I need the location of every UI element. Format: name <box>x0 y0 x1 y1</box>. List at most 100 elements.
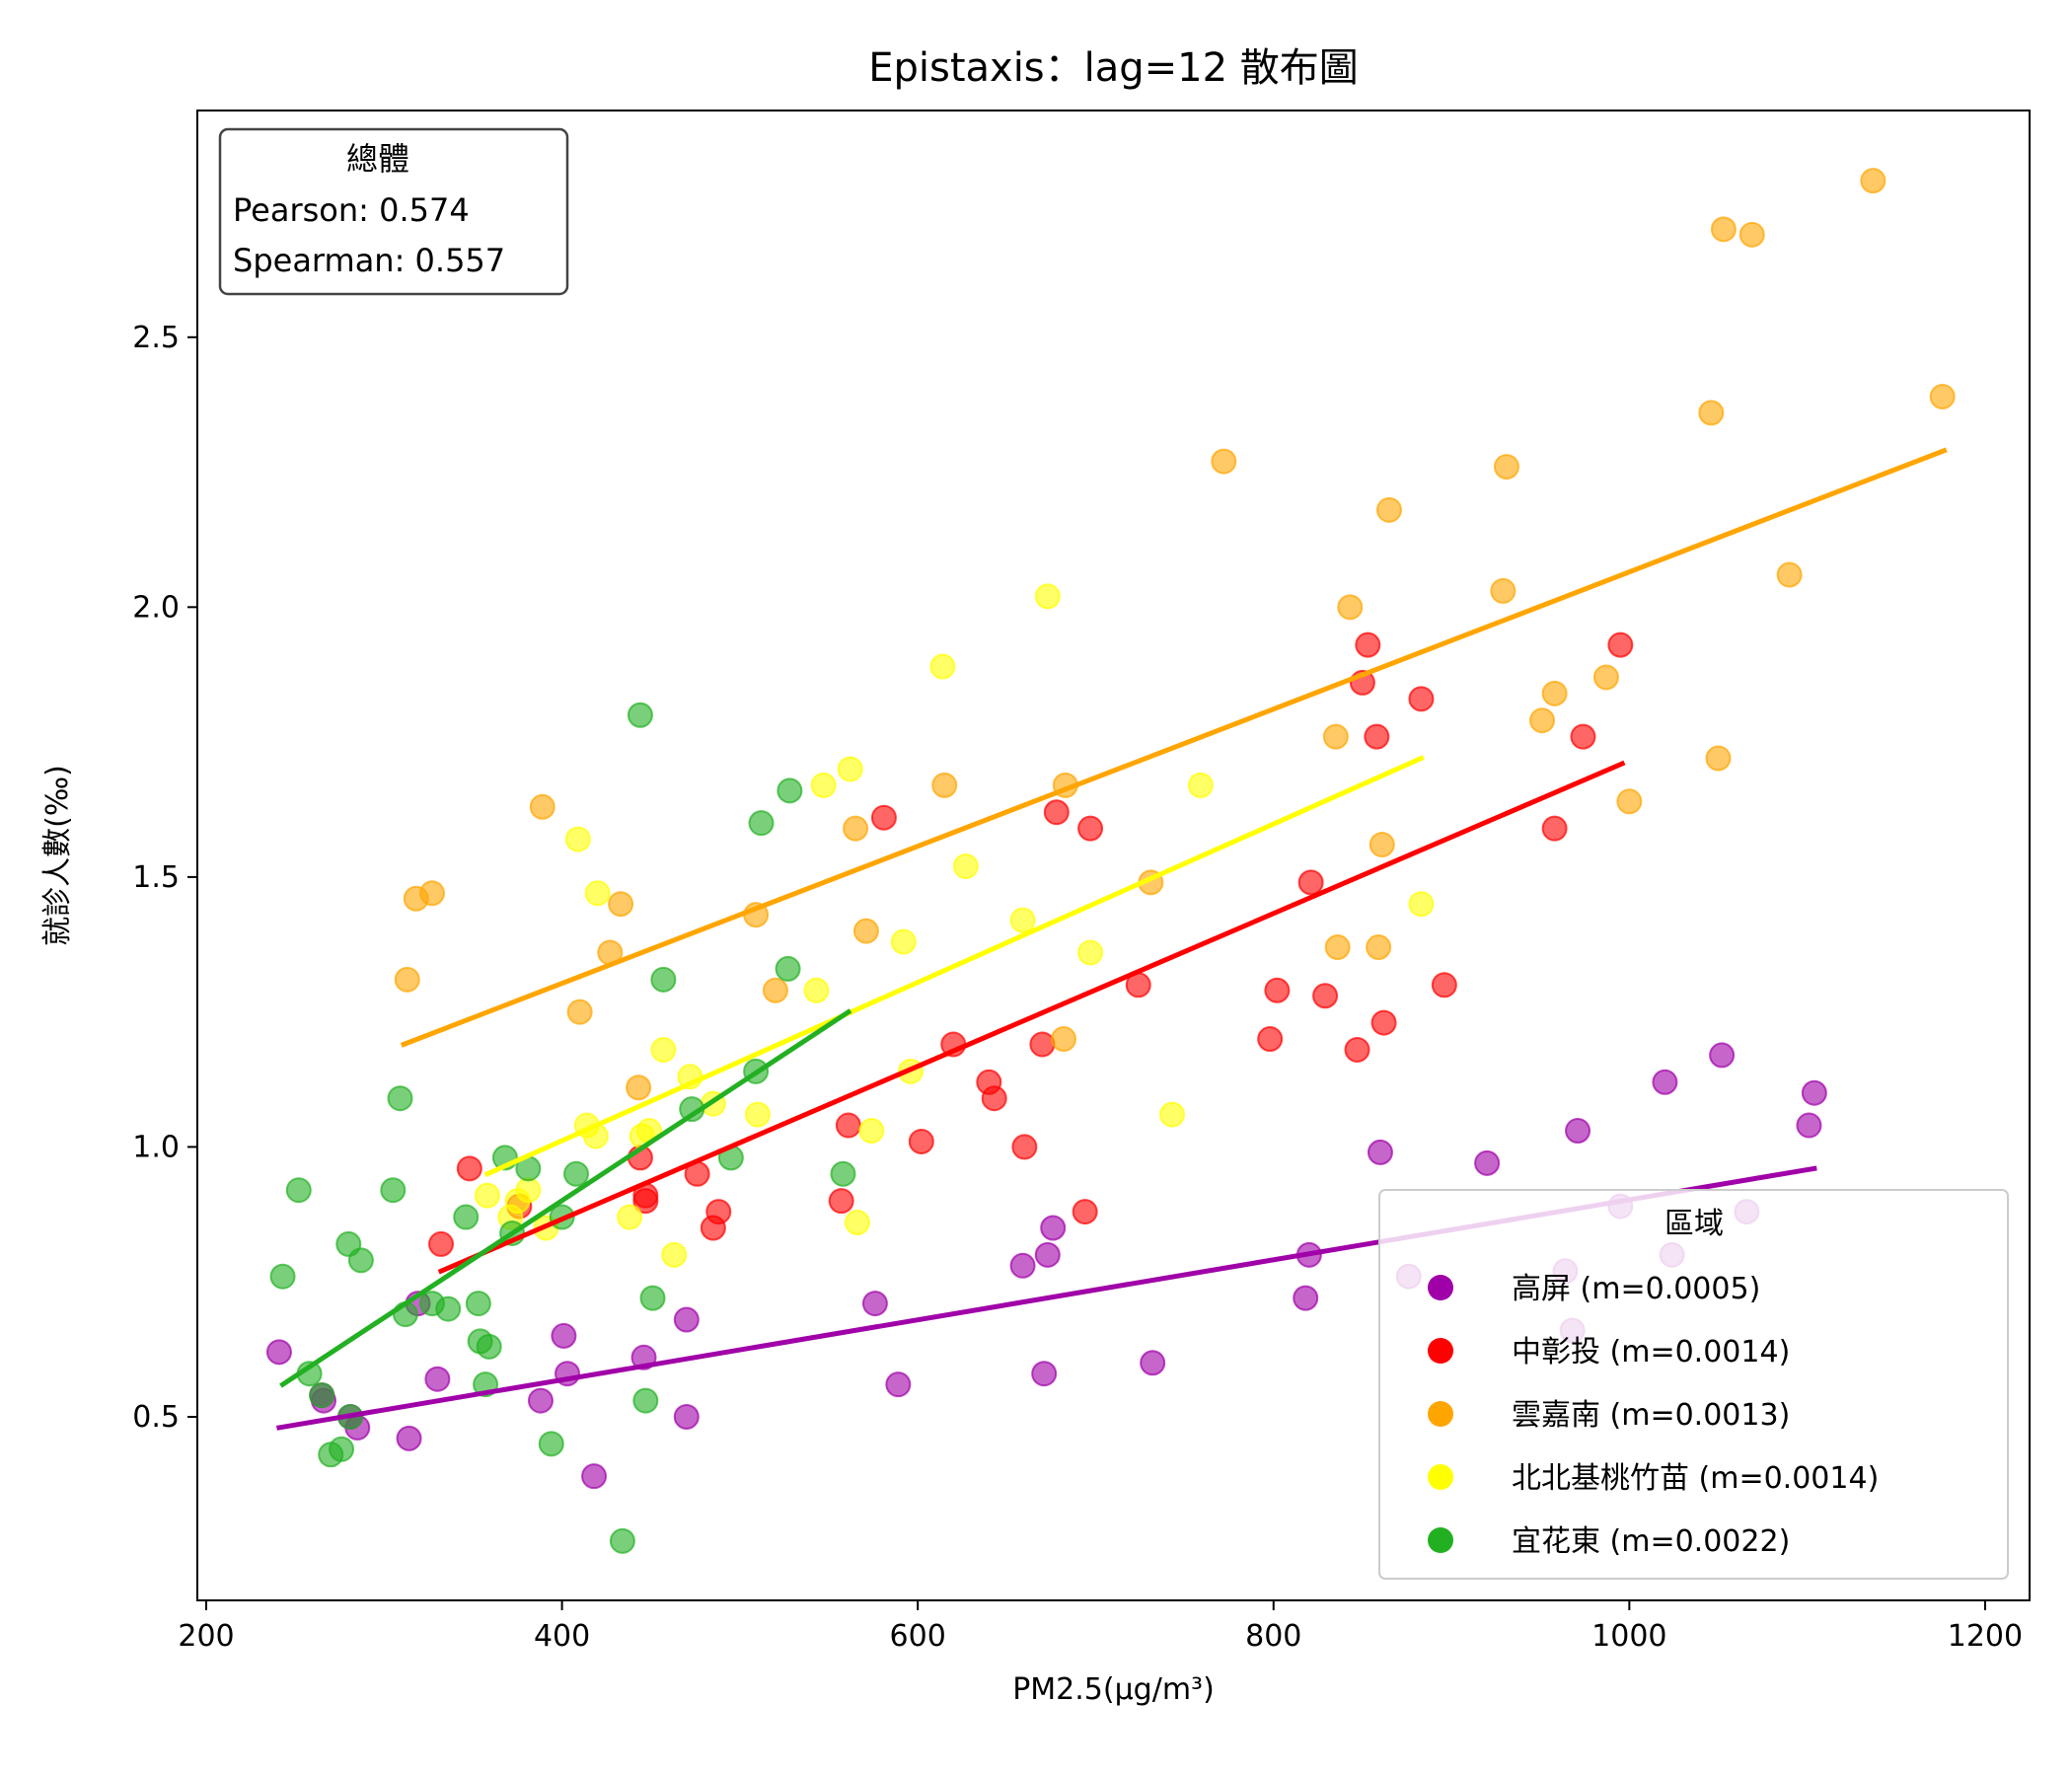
data-point <box>1776 561 1803 588</box>
data-point <box>527 1387 554 1414</box>
data-point <box>1264 977 1291 1003</box>
data-point <box>1710 216 1737 243</box>
data-point <box>705 1199 732 1225</box>
data-point <box>952 852 979 879</box>
data-point <box>1257 1026 1284 1053</box>
data-point <box>1709 1042 1736 1069</box>
data-point <box>1324 934 1351 961</box>
data-point <box>396 1425 422 1451</box>
data-point <box>673 1306 700 1333</box>
data-point <box>1801 1079 1827 1106</box>
data-point <box>748 810 775 837</box>
data-point <box>566 999 593 1025</box>
data-point <box>632 1188 659 1215</box>
y-tick-label: 0.5 <box>132 1400 180 1435</box>
data-point <box>1616 788 1643 815</box>
data-point <box>476 1333 502 1360</box>
data-point <box>617 1204 643 1230</box>
data-point <box>285 1177 312 1204</box>
data-point <box>626 1074 652 1101</box>
data-point <box>387 1085 413 1112</box>
data-point <box>810 772 837 798</box>
data-point <box>1211 448 1237 475</box>
data-point <box>1034 583 1061 610</box>
legend-marker <box>1428 1401 1453 1427</box>
x-tick-label: 800 <box>1245 1619 1301 1654</box>
x-tick-label: 400 <box>534 1619 590 1654</box>
regression-line <box>400 447 1948 1048</box>
data-point <box>418 880 445 907</box>
data-point <box>843 815 869 842</box>
data-point <box>515 1177 542 1204</box>
data-point <box>1370 1009 1397 1036</box>
data-point <box>830 1160 856 1187</box>
data-point <box>1490 577 1517 604</box>
regression-line <box>437 760 1626 1275</box>
data-point <box>1739 221 1765 248</box>
data-point <box>435 1295 462 1322</box>
data-point <box>650 1036 677 1063</box>
data-point <box>1860 168 1887 194</box>
data-point <box>1009 1252 1036 1279</box>
data-point <box>1040 1215 1067 1241</box>
data-point <box>581 1463 608 1490</box>
data-point <box>609 1527 635 1554</box>
data-point <box>265 1339 292 1366</box>
data-point <box>269 1263 296 1290</box>
data-point <box>744 1101 771 1128</box>
data-point <box>529 793 555 820</box>
data-point <box>608 891 634 918</box>
data-point <box>551 1322 577 1349</box>
data-point <box>1565 1118 1591 1145</box>
data-point <box>1140 1350 1166 1376</box>
legend-title: 區域 <box>1665 1207 1724 1241</box>
x-tick-label: 1000 <box>1591 1619 1666 1654</box>
data-point <box>1158 1101 1185 1128</box>
data-point <box>1031 1361 1058 1387</box>
data-point <box>1369 832 1395 858</box>
data-point <box>870 804 897 831</box>
legend-items: 高屏 (m=0.0005) 中彰投 (m=0.0014) 雲嘉南 (m=0.0013… <box>1428 1272 1879 1559</box>
legend-marker <box>1428 1275 1453 1300</box>
y-tick-label: 2.5 <box>132 321 180 355</box>
data-point <box>1366 934 1392 961</box>
data-point <box>1009 907 1036 933</box>
data-point <box>828 1188 854 1215</box>
data-point <box>1698 400 1725 426</box>
data-point <box>762 977 788 1003</box>
data-point <box>861 1291 888 1317</box>
legend: 區域 高屏 (m=0.0005) 中彰投 (m=0.0014) 雲嘉南 (m=0.0… <box>1378 1189 2009 1580</box>
data-point <box>1375 496 1402 523</box>
data-point <box>1077 815 1104 842</box>
legend-label: 宜花東 (m=0.0022) <box>1512 1524 1790 1559</box>
data-point <box>1011 1134 1038 1160</box>
data-point <box>858 1118 885 1145</box>
data-point <box>1570 723 1596 750</box>
data-point <box>1652 1069 1678 1095</box>
data-point <box>1493 454 1519 481</box>
plot-area-frame <box>196 110 2031 1601</box>
data-point <box>627 702 653 728</box>
data-point <box>1364 723 1390 750</box>
data-point <box>1408 686 1435 712</box>
legend-frame <box>1378 1189 2009 1580</box>
data-point <box>673 1403 700 1430</box>
data-point <box>885 1371 912 1398</box>
data-point <box>424 1366 451 1392</box>
data-point <box>380 1177 407 1204</box>
data-point <box>844 1210 870 1236</box>
legend-label: 高屏 (m=0.0005) <box>1512 1272 1760 1306</box>
data-point <box>456 1155 482 1182</box>
data-point <box>564 826 591 852</box>
data-point <box>1474 1149 1501 1176</box>
data-point <box>661 1241 688 1268</box>
data-point <box>1431 972 1457 999</box>
x-axis-ticks: 200 400 600 800 1000 1200 <box>178 1600 2023 1654</box>
legend-label: 雲嘉南 (m=0.0013) <box>1512 1398 1790 1433</box>
data-point <box>1529 707 1556 734</box>
data-point <box>1705 745 1732 772</box>
data-point <box>1607 631 1634 658</box>
data-point <box>803 977 830 1003</box>
data-point <box>777 777 803 804</box>
